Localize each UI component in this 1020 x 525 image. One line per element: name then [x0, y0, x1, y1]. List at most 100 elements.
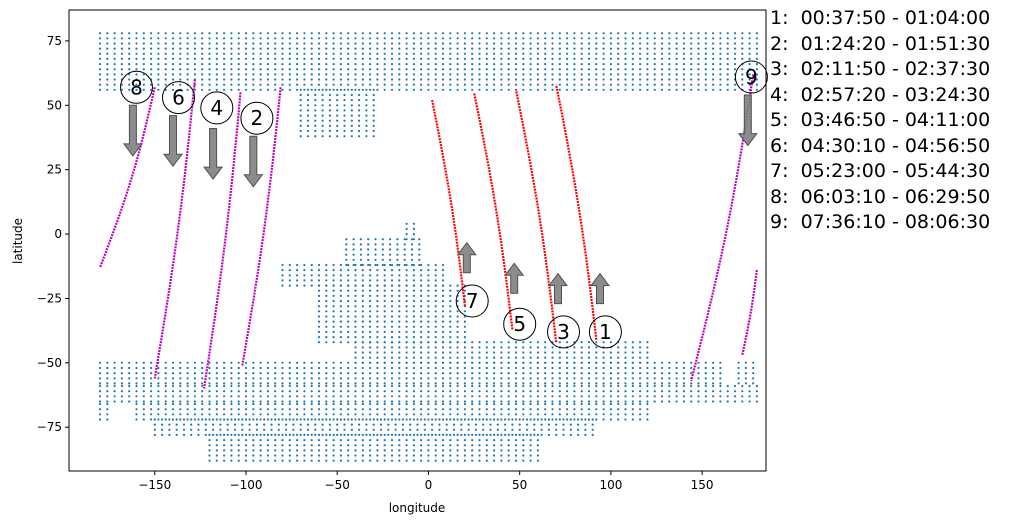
land-point [314, 433, 317, 436]
land-point [514, 361, 518, 364]
land-point [142, 32, 145, 35]
land-point [478, 413, 481, 416]
land-point [580, 47, 583, 50]
land-point [493, 68, 496, 71]
land-point [347, 315, 350, 318]
land-point [690, 382, 693, 385]
land-point [456, 400, 459, 403]
land-point [223, 390, 226, 393]
land-point [639, 400, 642, 403]
land-point [255, 428, 258, 431]
land-point [431, 423, 434, 426]
land-point [303, 459, 306, 462]
land-point [485, 384, 488, 388]
land-point [292, 433, 295, 436]
land-point [325, 42, 328, 45]
land-point [595, 351, 598, 354]
land-point [660, 47, 664, 50]
land-point [332, 395, 335, 398]
land-point [712, 382, 715, 385]
land-point [374, 263, 377, 267]
land-point [299, 423, 302, 426]
land-point [646, 47, 649, 50]
land-point [347, 390, 350, 393]
land-point [190, 428, 193, 431]
land-point [332, 454, 335, 457]
land-point [690, 83, 693, 86]
land-point [361, 433, 364, 436]
land-point [456, 377, 459, 380]
land-point [376, 269, 379, 272]
land-point [566, 68, 569, 71]
land-point [361, 400, 364, 403]
land-point [441, 294, 445, 297]
land-point [325, 269, 328, 272]
land-point [161, 423, 164, 426]
land-point [223, 418, 226, 421]
land-point [369, 263, 372, 267]
land-point [555, 428, 558, 431]
x-axis-ticks: −150 −100 −50 0 50 100 150 [138, 471, 714, 492]
land-point [270, 433, 273, 436]
land-point [310, 413, 313, 416]
land-point [179, 32, 182, 35]
land-point [471, 444, 474, 447]
land-point [500, 384, 503, 388]
land-point [463, 310, 466, 313]
land-point [697, 47, 700, 50]
land-point [522, 356, 525, 359]
land-point [120, 372, 123, 375]
land-point [748, 73, 751, 76]
land-point [456, 444, 459, 447]
land-point [533, 428, 536, 431]
land-point [412, 63, 415, 66]
land-point [456, 52, 459, 55]
land-point [215, 52, 218, 55]
land-point [98, 42, 102, 45]
land-point [463, 413, 466, 416]
land-point [332, 418, 335, 421]
land-point [208, 68, 211, 71]
land-point [573, 83, 576, 86]
land-point [383, 449, 386, 452]
land-point [675, 366, 678, 370]
land-point [310, 37, 313, 40]
land-point [507, 57, 510, 61]
land-point [733, 68, 737, 71]
land-point [215, 57, 218, 61]
land-point [529, 83, 532, 86]
land-point [463, 459, 466, 462]
land-point [361, 305, 364, 308]
land-point [536, 408, 540, 411]
land-point [358, 423, 361, 426]
land-point [617, 47, 620, 50]
land-point [733, 47, 737, 50]
land-point [153, 428, 156, 431]
land-point [179, 366, 182, 370]
land-point [493, 356, 496, 359]
land-point [500, 78, 503, 81]
land-point [350, 109, 353, 112]
land-point [171, 390, 175, 393]
land-point [171, 366, 175, 370]
land-point [376, 263, 379, 267]
land-point [456, 330, 459, 333]
land-point [230, 78, 233, 81]
land-point [244, 63, 248, 66]
land-point [580, 400, 583, 403]
land-point [434, 390, 437, 393]
land-point [347, 37, 350, 40]
land-point [412, 83, 415, 86]
land-point [631, 88, 634, 91]
land-point [266, 57, 269, 61]
land-point [259, 433, 262, 436]
land-point [580, 73, 583, 76]
land-point [522, 382, 525, 385]
land-point [697, 78, 700, 81]
land-point [98, 52, 102, 55]
land-point [617, 37, 620, 40]
land-point [704, 47, 707, 50]
land-point [493, 382, 496, 385]
land-point [208, 439, 211, 442]
land-point [690, 42, 693, 45]
